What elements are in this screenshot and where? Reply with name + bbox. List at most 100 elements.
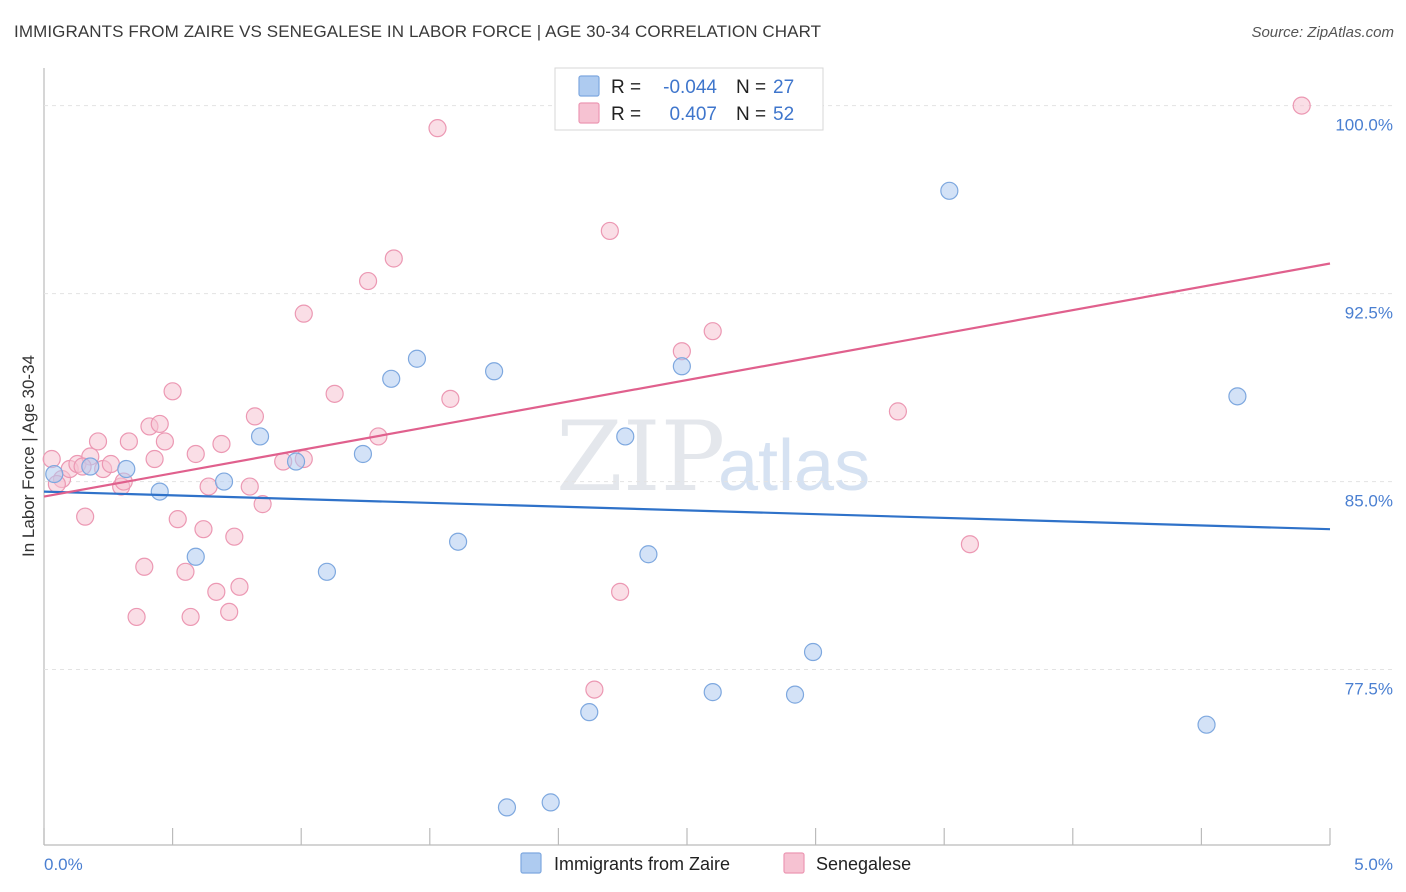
x-tick-labels: 0.0% 5.0% [44,855,1393,874]
senegalese-point [245,407,265,426]
legend-box [554,67,824,131]
senegalese-point [611,582,630,601]
zaire-point [407,349,427,368]
series-zaire-points [45,96,1247,817]
legend-n-label-senegalese: N = [736,104,766,125]
zaire-point [382,369,401,388]
zaire-point [639,545,658,564]
zaire-point [497,798,517,817]
senegalese-point [88,432,108,451]
zaire-point [150,482,169,501]
legend-r-label-senegalese: R = [611,104,641,125]
zaire-point [250,427,270,446]
senegalese-point [240,477,259,496]
senegalese-point [199,477,218,496]
correlation-legend: R = -0.044 N = 27 R = 0.407 N = 52 [554,67,824,131]
series-legend: Immigrants from Zaire Senegalese [520,852,911,874]
zaire-point [803,642,823,662]
zaire-trend-line [43,490,1331,531]
senegalese-point [888,402,908,421]
trend-lines [43,262,1331,531]
senegalese-point [253,495,272,514]
senegalese-point [960,535,980,554]
senegalese-point [186,444,205,464]
senegalese-point [181,607,200,627]
senegalese-point [384,249,403,268]
legend-label-senegalese: Senegalese [816,854,911,874]
senegalese-point [168,510,187,529]
senegalese-point [220,602,239,622]
zaire-point [45,464,64,484]
legend-swatch-senegalese [578,102,600,124]
x-axis-ticks [43,828,1331,845]
legend-r-value-zaire: -0.044 [663,77,717,98]
zaire-point [703,683,722,702]
zaire-point [785,685,805,704]
senegalese-point [119,432,138,451]
watermark-atlas: atlas [718,426,870,506]
senegalese-point [358,271,378,291]
y-tick-label: 100.0% [1335,116,1393,135]
senegalese-point [155,432,174,451]
zaire-point [353,444,373,464]
senegalese-point [441,389,460,408]
senegalese-point [428,119,447,138]
y-axis-label: In Labor Force | Age 30-34 [19,355,38,557]
senegalese-point [325,384,344,403]
senegalese-point [600,221,619,241]
legend-n-value-senegalese: 52 [773,104,794,125]
senegalese-point [703,322,722,341]
zaire-point [485,362,504,381]
zaire-point [1228,387,1247,406]
legend-swatch-senegalese-bottom [783,852,805,874]
zaire-point [541,793,560,812]
senegalese-point [225,527,244,546]
senegalese-point [42,449,61,469]
y-tick-labels: 77.5% 85.0% 92.5% 100.0% [1335,116,1393,699]
watermark-zip: ZIP [556,401,725,513]
senegalese-point [176,562,195,581]
senegalese-point [145,449,164,469]
legend-swatch-zaire-bottom [520,852,542,874]
y-tick-label: 92.5% [1345,304,1393,323]
senegalese-point [294,304,313,323]
legend-r-label-zaire: R = [611,77,641,98]
senegalese-point [163,382,182,401]
zaire-point [81,457,100,476]
senegalese-point [101,454,120,474]
legend-n-value-zaire: 27 [773,77,794,98]
senegalese-point [127,607,146,627]
x-tick-label-max: 5.0% [1354,855,1393,874]
legend-n-label-zaire: N = [736,77,766,98]
senegalese-point [230,577,249,596]
senegalese-point [76,507,95,526]
zaire-point [448,532,468,551]
zaire-point [672,357,691,376]
zaire-point [616,427,635,446]
zaire-point [940,181,959,200]
senegalese-point [212,434,231,454]
senegalese-point [207,582,226,601]
series-senegalese-points [42,96,1311,699]
x-tick-label-min: 0.0% [44,855,83,874]
senegalese-trend-line [43,262,1331,498]
senegalese-point [585,680,604,699]
legend-label-zaire: Immigrants from Zaire [554,854,730,874]
senegalese-point [135,557,154,576]
y-tick-label: 85.0% [1345,492,1393,511]
legend-r-value-senegalese: 0.407 [669,104,717,125]
source-label: Source: ZipAtlas.com [1251,24,1394,41]
zaire-point [286,452,306,471]
senegalese-point [1292,96,1311,115]
zaire-point [214,472,234,491]
senegalese-point [194,520,213,539]
chart-title: IMMIGRANTS FROM ZAIRE VS SENEGALESE IN L… [14,22,822,41]
zaire-point [186,547,205,566]
zaire-point [580,703,599,722]
senegalese-point [150,414,169,434]
zaire-point [117,459,136,479]
legend-swatch-zaire [578,75,600,97]
zaire-point [1197,715,1216,734]
y-tick-label: 77.5% [1345,680,1393,699]
